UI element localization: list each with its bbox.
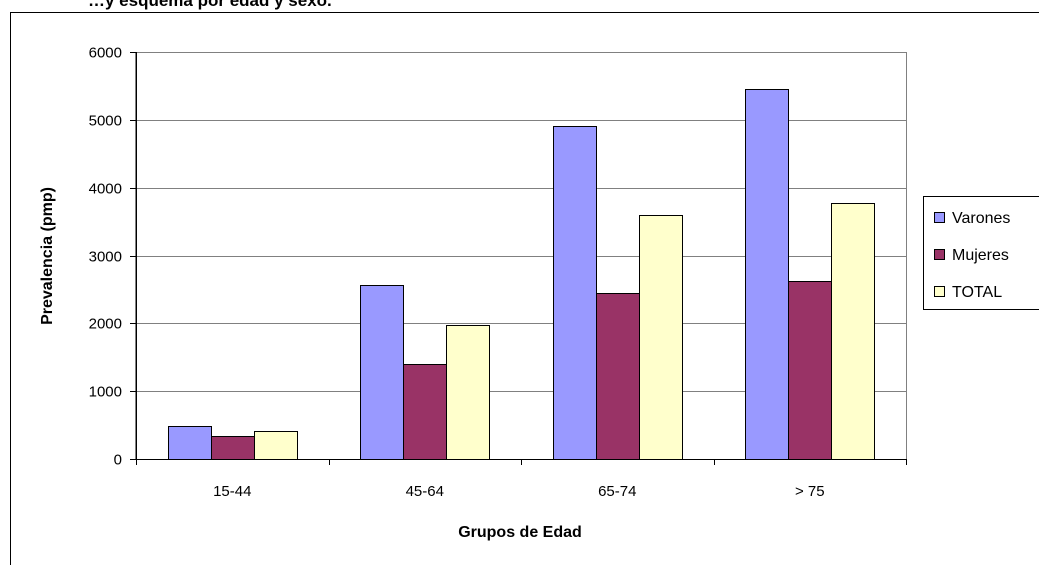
legend-swatch-total [934,286,945,297]
y-tick-label: 6000 [89,45,122,62]
x-tick-label: > 75 [795,483,825,500]
legend: Varones Mujeres TOTAL [923,196,1039,310]
bar-mujeres-1 [211,436,255,460]
legend-label-total: TOTAL [952,284,1002,301]
bars [168,89,875,460]
legend-label-varones: Varones [952,210,1010,227]
bar-varones-1 [168,426,212,460]
y-tick-labels: 0 1000 2000 3000 4000 5000 6000 [89,45,122,469]
legend-swatch-varones [934,212,945,223]
legend-swatch-mujeres [934,249,945,260]
bar-total-2 [446,325,490,460]
legend-label-mujeres: Mujeres [952,247,1009,264]
x-tick-label: 65-74 [598,483,636,500]
bar-total-4 [831,203,875,460]
y-tick-label: 4000 [89,181,122,198]
bar-varones-3 [553,126,597,460]
bar-varones-4 [745,89,789,460]
bar-mujeres-4 [788,281,832,460]
x-tick-label: 15-44 [213,483,251,500]
y-tick-label: 3000 [89,249,122,266]
y-tick-label: 1000 [89,384,122,401]
y-tick-label: 2000 [89,316,122,333]
x-tick-label: 45-64 [406,483,444,500]
axes [130,52,907,465]
bar-mujeres-2 [403,364,447,460]
bar-total-1 [254,431,298,460]
bar-total-3 [639,215,683,460]
y-tick-label: 0 [114,452,122,469]
y-axis-title: Prevalencia (pmp) [39,187,56,325]
chart-title: …y esquema por edad y sexo. [88,0,332,10]
bar-mujeres-3 [596,293,640,460]
bar-varones-2 [360,285,404,460]
y-tick-label: 5000 [89,113,122,130]
x-tick-labels: 15-44 45-64 65-74 > 75 [213,483,825,500]
x-axis-title: Grupos de Edad [458,524,582,541]
